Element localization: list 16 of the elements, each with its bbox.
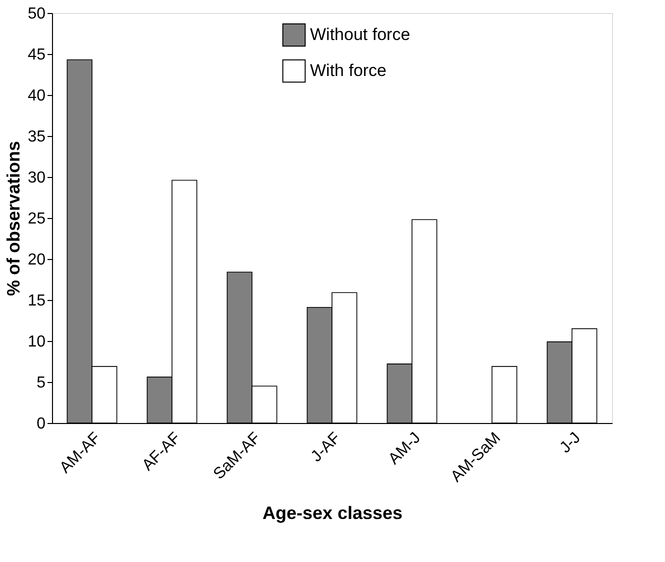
x-tick-label: J-J [556, 430, 584, 457]
legend-label: With force [310, 61, 387, 80]
y-tick-label: 15 [28, 292, 46, 310]
x-axis-title: Age-sex classes [262, 502, 403, 523]
y-tick-label: 45 [28, 46, 46, 64]
y-axis-title: % of observations [4, 140, 24, 296]
y-tick-label: 0 [36, 416, 46, 432]
y-tick-label: 30 [28, 170, 46, 186]
legend-label: Without force [310, 25, 410, 44]
y-tick-label: 40 [28, 88, 46, 104]
y-tick-label: 35 [28, 128, 46, 146]
y-tick-label: 50 [28, 6, 46, 22]
y-tick-label: 10 [28, 334, 46, 350]
y-tick-label: 5 [36, 374, 46, 392]
y-tick-label: 20 [28, 252, 46, 268]
y-tick-label: 25 [28, 210, 46, 228]
